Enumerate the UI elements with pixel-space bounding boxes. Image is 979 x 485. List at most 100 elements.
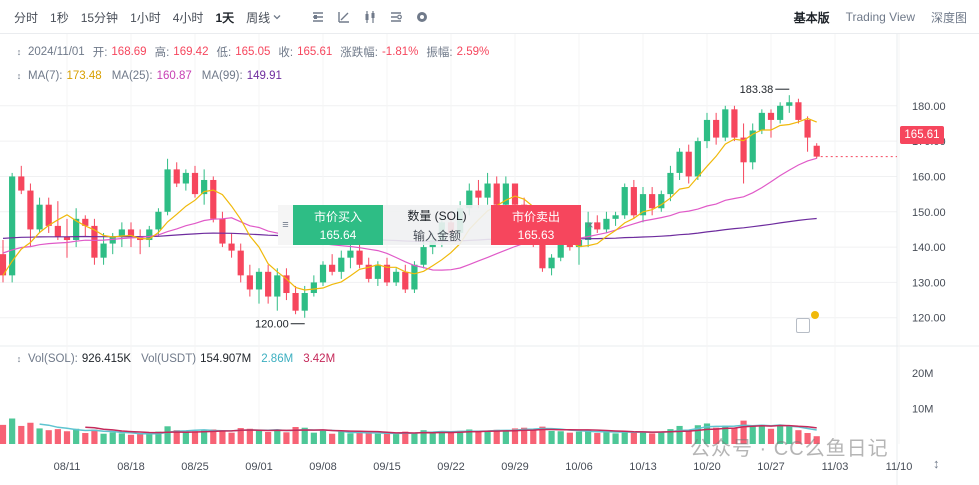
y-tick-label: 160.00	[912, 171, 946, 183]
change-label: 涨跌幅:	[340, 47, 378, 59]
compare-icon[interactable]	[389, 10, 403, 24]
volume-bar	[164, 426, 171, 444]
collapse-arrow-icon[interactable]: ↕	[16, 71, 22, 81]
close-icon[interactable]: ×	[586, 218, 594, 232]
volume-bar	[612, 433, 619, 444]
kline-chart[interactable]: 120.00130.00140.00150.00160.00170.00180.…	[0, 34, 979, 485]
candle-body	[9, 176, 16, 276]
volume-bar	[82, 433, 89, 444]
volume-bar	[301, 427, 308, 444]
market-buy-button[interactable]: 市价买入 165.64	[293, 205, 383, 245]
candle-body	[54, 225, 61, 237]
ma-legend: ↕ MA(7): 173.48 MA(25): 160.87 MA(99): 149.…	[14, 70, 282, 82]
ma25-label: MA(25):	[111, 70, 153, 82]
volume-bar	[0, 424, 7, 444]
volume-bar	[777, 424, 784, 444]
candle-body	[82, 218, 89, 226]
collapse-arrow-icon[interactable]: ↕	[16, 47, 22, 57]
volume-bar	[127, 434, 135, 444]
candle-body	[63, 236, 71, 241]
volume-bar	[813, 436, 820, 444]
candle-body	[758, 112, 765, 131]
ma99-value: 149.91	[246, 70, 282, 82]
current-price-tag: 165.61	[900, 126, 944, 144]
x-tick-label: 10/13	[629, 461, 657, 473]
candle-body	[0, 254, 7, 276]
candle-body	[740, 137, 747, 163]
axis-settings-icon[interactable]: ↕	[933, 456, 940, 471]
candle-type-icon[interactable]	[363, 10, 377, 24]
view-depth[interactable]: 深度图	[930, 10, 967, 25]
candle-body	[301, 293, 308, 311]
x-tick-label: 11/03	[822, 461, 849, 473]
collapse-arrow-icon[interactable]: ↕	[16, 354, 22, 364]
candle-body	[722, 109, 729, 138]
volume-tick-label: 20M	[912, 368, 933, 380]
candle-body	[649, 194, 656, 209]
interval-15m[interactable]: 15分钟	[80, 10, 119, 25]
volume-bar	[356, 432, 363, 444]
volume-bar	[210, 429, 217, 444]
drawing-icon[interactable]	[337, 10, 351, 24]
x-tick-label: 09/08	[309, 461, 337, 473]
volume-tick-label: 10M	[912, 404, 933, 416]
interval-4h[interactable]: 4小时	[172, 10, 204, 25]
volume-bar	[676, 425, 683, 444]
candle-body	[374, 264, 381, 279]
volume-bar	[694, 425, 701, 444]
candle-body	[219, 218, 226, 244]
volume-bar	[411, 432, 418, 444]
candle-body	[329, 264, 336, 272]
view-basic[interactable]: 基本版	[793, 10, 830, 25]
volume-bar	[740, 420, 747, 444]
amplitude-value: 2.59%	[456, 46, 490, 58]
volume-bar	[292, 427, 299, 444]
volume-bar	[109, 432, 116, 444]
candle-body	[713, 119, 720, 138]
candle-body	[109, 236, 116, 244]
indicator-icon[interactable]	[311, 10, 325, 24]
note-icon[interactable]	[796, 318, 810, 333]
candle-body	[639, 194, 647, 216]
candle-body	[118, 229, 125, 237]
volume-bar	[447, 432, 455, 444]
interval-1s[interactable]: 1秒	[50, 10, 69, 25]
volume-bar	[173, 430, 180, 444]
x-tick-label: 08/25	[181, 461, 209, 473]
volume-bar	[347, 433, 354, 444]
volume-bar	[548, 430, 555, 444]
vol-sol-value: 926.415K	[81, 353, 132, 365]
ma7-value: 173.48	[66, 70, 102, 82]
low-annotation-label: 120.00	[255, 319, 289, 331]
volume-bar	[539, 426, 546, 444]
x-tick-label: 08/18	[117, 461, 145, 473]
candle-body	[201, 179, 208, 195]
candle-body	[210, 179, 217, 219]
volume-bar	[703, 423, 711, 444]
volume-bar	[767, 428, 775, 444]
y-tick-label: 180.00	[912, 101, 946, 113]
volume-bar	[667, 429, 674, 444]
interval-more-dropdown[interactable]: 周线	[246, 9, 281, 26]
view-tradingview[interactable]: Trading View	[845, 10, 915, 24]
volume-bar	[438, 431, 445, 444]
market-sell-button[interactable]: 市价卖出 165.63	[491, 205, 581, 245]
drag-handle-icon[interactable]: ≡	[278, 205, 293, 245]
notification-dot	[811, 311, 819, 319]
volume-ma10-line	[85, 424, 817, 434]
chevron-down-icon	[273, 15, 281, 20]
candle-body	[228, 243, 235, 251]
sell-label: 市价卖出	[511, 210, 560, 224]
candle-body	[557, 240, 564, 258]
candle-body	[146, 229, 153, 241]
interval-line[interactable]: 分时	[14, 10, 39, 25]
volume-bar	[457, 430, 464, 444]
settings-icon[interactable]	[415, 10, 429, 24]
ma25-value: 160.87	[156, 70, 192, 82]
close-value: 165.61	[297, 46, 333, 58]
interval-1d[interactable]: 1天	[215, 10, 235, 25]
interval-1h[interactable]: 1小时	[130, 10, 161, 25]
candle-body	[347, 250, 354, 258]
quantity-input[interactable]: 数量 (SOL) 输入金额	[383, 205, 491, 245]
volume-bar	[511, 428, 519, 444]
